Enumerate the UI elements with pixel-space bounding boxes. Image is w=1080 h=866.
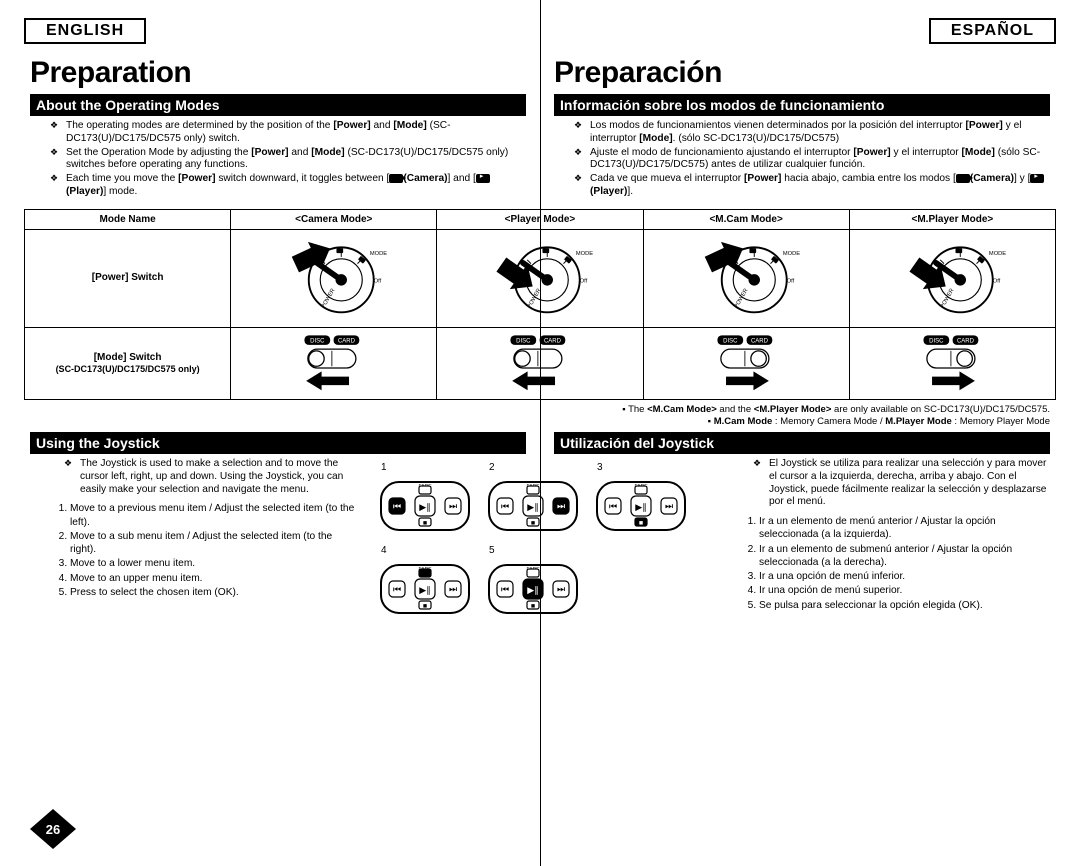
lang-tab-english: ENGLISH [24,18,146,44]
section1-bar-en: About the Operating Modes [30,94,526,116]
figure-number: 5 [483,545,583,556]
step-item: Se pulsa para seleccionar la opción eleg… [759,599,1050,612]
joystick-text-en: The Joystick is used to make a selection… [24,458,367,624]
step-item: Ir una opción de menú superior. [759,584,1050,597]
svg-text:⏮: ⏮ [609,501,617,511]
step-item: Move to a previous menu item / Adjust th… [70,502,361,529]
svg-text:■: ■ [423,520,427,527]
bullet-item: Ajuste el modo de funcionamiento ajustan… [590,147,1050,173]
switch-card-1: DISC CARD [643,327,849,399]
svg-text:■: ■ [423,603,427,610]
figure-number: 1 [375,462,475,473]
joystick-figure: 3 FADE ⏮ ⏭ ▶∥ ■ [591,462,691,541]
switch-card-2: DISC CARD [849,327,1055,399]
step-item: Press to select the chosen item (OK). [70,586,361,599]
joystick-figure: 5 FADE ⏮ ⏭ ▶∥ ■ [483,545,583,624]
svg-text:■: ■ [531,603,535,610]
svg-text:DISC: DISC [310,338,325,344]
joystick-intro-es: El Joystick se utiliza para realizar una… [769,458,1050,509]
svg-text:CARD: CARD [957,338,975,344]
page-badge-icon: 26 [28,807,78,851]
svg-text:CARD: CARD [338,338,356,344]
rowlabel-power: [Power] Switch [25,229,231,327]
figure-number: 3 [591,462,691,473]
section2-bar-en: Using the Joystick [30,432,526,454]
svg-text:▶∥: ▶∥ [419,585,430,595]
bullet-item: Cada ve que mueva el interruptor [Power]… [590,173,1050,199]
language-tabs: ENGLISH ESPAÑOL [24,18,1056,46]
svg-text:⏭: ⏭ [557,584,565,594]
svg-text:⏮: ⏮ [393,501,401,511]
switch-disc-1: DISC CARD [231,327,437,399]
rowlabel-mode-sub: (SC-DC173(U)/DC175/DC575 only) [31,364,224,375]
th-mplayer: <M.Player Mode> [849,209,1055,229]
center-divider [540,0,541,866]
rowlabel-mode: [Mode] Switch (SC-DC173(U)/DC175/DC575 o… [25,327,231,399]
step-item: Move to an upper menu item. [70,572,361,585]
rowlabel-mode-main: [Mode] Switch [94,352,162,363]
svg-text:⏭: ⏭ [557,501,565,511]
joystick-intro-en: The Joystick is used to make a selection… [80,458,361,496]
bullet-item: Each time you move the [Power] switch do… [66,173,526,199]
dial-camera: MODE Off POWER [231,229,437,327]
section1-bullets-es: Los modos de funcionamientos vienen dete… [572,120,1050,199]
svg-text:⏮: ⏮ [501,501,509,511]
svg-text:⏮: ⏮ [501,584,509,594]
svg-text:MODE: MODE [782,251,799,257]
step-item: Ir a un elemento de submenú anterior / A… [759,543,1050,570]
svg-text:⏮: ⏮ [393,584,401,594]
svg-text:Off: Off [580,278,588,284]
page-number-badge: 26 [28,807,78,856]
step-item: Ir a una opción de menú inferior. [759,570,1050,583]
bullet-item: Los modos de funcionamientos vienen dete… [590,120,1050,146]
svg-text:■: ■ [531,520,535,527]
svg-text:⏭: ⏭ [449,584,457,594]
svg-text:CARD: CARD [751,338,769,344]
dial-mplayer: MODE Off POWER [849,229,1055,327]
bullet-item: The operating modes are determined by th… [66,120,526,146]
lang-tab-spanish: ESPAÑOL [929,18,1056,44]
svg-text:■: ■ [639,520,643,527]
joystick-figure: 4 FADE ⏮ ⏭ ▶∥ ■ [375,545,475,624]
svg-text:▶∥: ▶∥ [527,502,538,512]
svg-text:MODE: MODE [370,251,387,257]
title-es: Preparación [554,56,1050,90]
figure-number: 2 [483,462,583,473]
th-modename: Mode Name [25,209,231,229]
step-item: Move to a sub menu item / Adjust the sel… [70,530,361,557]
section2-bar-es: Utilización del Joystick [554,432,1050,454]
svg-text:▶∥: ▶∥ [527,585,538,595]
joystick-steps-es: Ir a un elemento de menú anterior / Ajus… [733,515,1050,612]
joystick-figure: 2 FADE ⏮ ⏭ ▶∥ ■ [483,462,583,541]
svg-text:Off: Off [374,278,382,284]
joystick-steps-en: Move to a previous menu item / Adjust th… [44,502,361,599]
dial-mcam: MODE Off POWER [643,229,849,327]
svg-text:MODE: MODE [989,251,1006,257]
bullet-item: Set the Operation Mode by adjusting the … [66,147,526,173]
figure-number: 4 [375,545,475,556]
joystick-text-es: El Joystick se utiliza para realizar una… [713,458,1056,624]
svg-text:⏭: ⏭ [665,501,673,511]
svg-text:MODE: MODE [576,251,593,257]
manual-page: ENGLISH ESPAÑOL Preparation Preparación … [0,0,1080,866]
th-camera: <Camera Mode> [231,209,437,229]
svg-text:⏭: ⏭ [449,501,457,511]
svg-text:Off: Off [993,278,1001,284]
svg-text:▶∥: ▶∥ [419,502,430,512]
th-mcam: <M.Cam Mode> [643,209,849,229]
title-en: Preparation [30,56,526,90]
svg-text:Off: Off [786,278,794,284]
svg-text:DISC: DISC [517,338,532,344]
joystick-figure: 1 FADE ⏮ ⏭ ▶∥ ■ [375,462,475,541]
section1-bar-es: Información sobre los modos de funcionam… [554,94,1050,116]
svg-text:DISC: DISC [723,338,738,344]
svg-text:CARD: CARD [544,338,562,344]
svg-text:DISC: DISC [929,338,944,344]
section1-bullets-en: The operating modes are determined by th… [48,120,526,199]
svg-text:26: 26 [46,822,60,837]
step-item: Move to a lower menu item. [70,557,361,570]
step-item: Ir a un elemento de menú anterior / Ajus… [759,515,1050,542]
svg-text:▶∥: ▶∥ [635,502,646,512]
